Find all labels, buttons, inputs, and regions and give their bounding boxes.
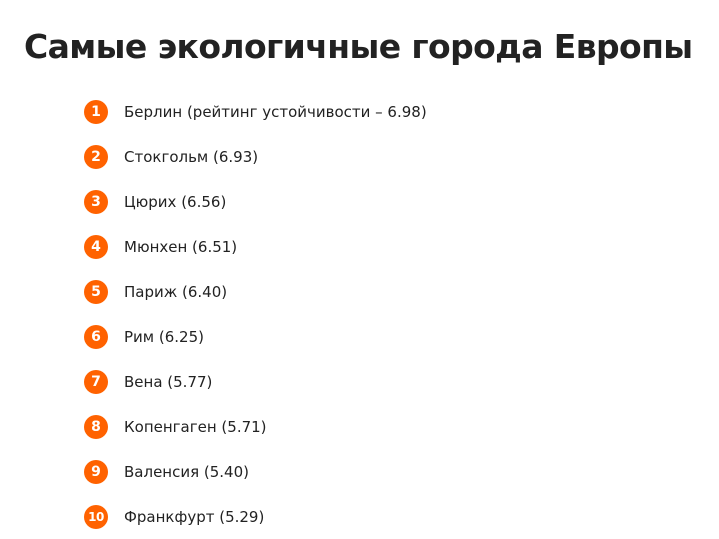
rank-badge: 6 [84, 324, 108, 349]
list-item: 8 Копенгаген (5.71) [84, 404, 427, 449]
list-item-text: Рим (6.25) [124, 327, 204, 346]
rank-badge: 7 [84, 369, 108, 394]
rank-badge: 5 [84, 279, 108, 304]
list-item: 2 Стокгольм (6.93) [84, 134, 427, 179]
list-item-text: Мюнхен (6.51) [124, 237, 238, 256]
list-item-text: Стокгольм (6.93) [124, 147, 259, 166]
list-item-text: Копенгаген (5.71) [124, 417, 267, 436]
list-item-text: Цюрих (6.56) [124, 192, 227, 211]
list-item: 5 Париж (6.40) [84, 269, 427, 314]
list-item: 7 Вена (5.77) [84, 359, 427, 404]
list-item-text: Франкфурт (5.29) [124, 507, 265, 526]
list-item: 4 Мюнхен (6.51) [84, 224, 427, 269]
list-item: 1 Берлин (рейтинг устойчивости – 6.98) [84, 89, 427, 134]
list-item-text: Вена (5.77) [124, 372, 213, 391]
rank-badge: 10 [84, 504, 108, 529]
list-item: 3 Цюрих (6.56) [84, 179, 427, 224]
list-item-text: Валенсия (5.40) [124, 462, 249, 481]
rank-badge: 8 [84, 414, 108, 439]
list-item-text: Берлин (рейтинг устойчивости – 6.98) [124, 102, 427, 121]
list-item: 9 Валенсия (5.40) [84, 449, 427, 494]
rank-badge: 3 [84, 189, 108, 214]
list-item-text: Париж (6.40) [124, 282, 228, 301]
rank-badge: 9 [84, 459, 108, 484]
ranking-list: 1 Берлин (рейтинг устойчивости – 6.98) 2… [84, 89, 427, 539]
list-item: 10 Франкфурт (5.29) [84, 494, 427, 539]
list-item: 6 Рим (6.25) [84, 314, 427, 359]
rank-badge: 1 [84, 99, 108, 124]
rank-badge: 4 [84, 234, 108, 259]
rank-badge: 2 [84, 144, 108, 169]
page-title: Самые экологичные города Европы [24, 27, 693, 66]
